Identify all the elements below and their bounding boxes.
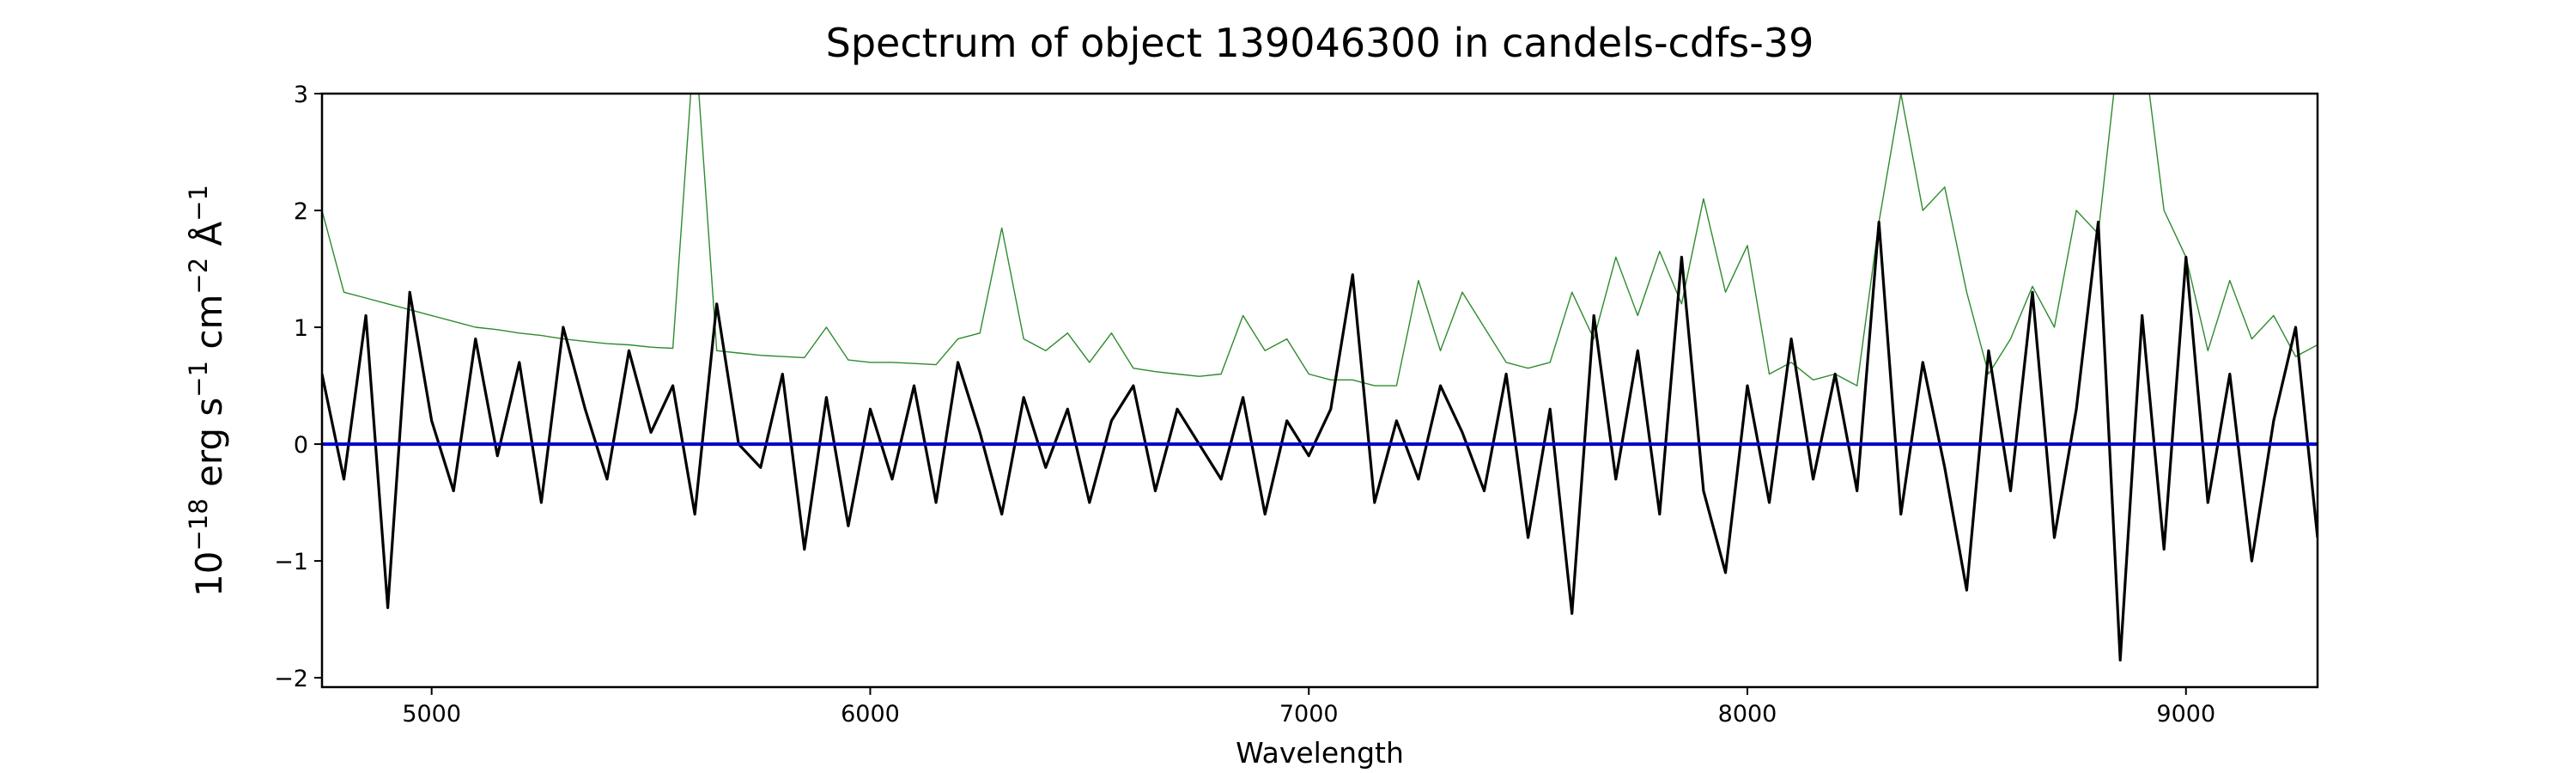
y-tick-label: −2 [274,666,308,692]
series-line [322,94,2318,386]
y-label-exponent: −18 [184,498,213,551]
x-tick-label: 5000 [402,701,461,727]
x-tick-label: 6000 [841,701,900,727]
plot-area [322,94,2318,662]
y-label-part: 10 [188,551,230,597]
y-label-exponent: −1 [184,361,213,398]
y-label-part: Å [187,222,230,258]
x-tick-label: 9000 [2156,701,2215,727]
y-label-exponent: −2 [184,258,213,295]
x-tick-label: 8000 [1718,701,1777,727]
x-tick-label: 7000 [1279,701,1339,727]
series-line [322,221,2318,662]
axes-frame [320,92,2319,689]
y-axis-label: 10−18 erg s−1 cm−2 Å−1 [184,185,230,597]
x-axis-label: Wavelength [1236,736,1404,770]
y-tick-label: −1 [274,549,308,575]
y-tick-label: 0 [294,432,308,459]
y-tick-label: 2 [294,198,308,225]
y-tick-label: 3 [294,82,308,108]
y-label-part: erg s [188,398,230,499]
y-label-exponent: −1 [184,185,213,222]
y-label-part: cm [188,295,230,361]
y-tick-label: 1 [294,315,308,342]
chart-title: Spectrum of object 139046300 in candels-… [826,20,1814,66]
